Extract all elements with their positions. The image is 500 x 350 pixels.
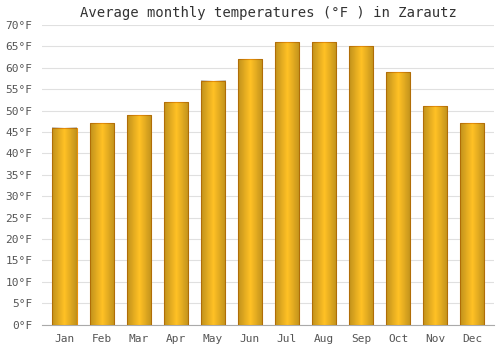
Bar [349, 46, 373, 325]
Bar [238, 59, 262, 325]
Bar [164, 102, 188, 325]
Title: Average monthly temperatures (°F ) in Zarautz: Average monthly temperatures (°F ) in Za… [80, 6, 457, 20]
Bar [386, 72, 410, 325]
Bar [52, 128, 76, 325]
Bar [423, 106, 447, 325]
Bar [126, 115, 150, 325]
Bar [312, 42, 336, 325]
Bar [460, 124, 484, 325]
Bar [90, 124, 114, 325]
Bar [275, 42, 299, 325]
Bar [200, 80, 225, 325]
